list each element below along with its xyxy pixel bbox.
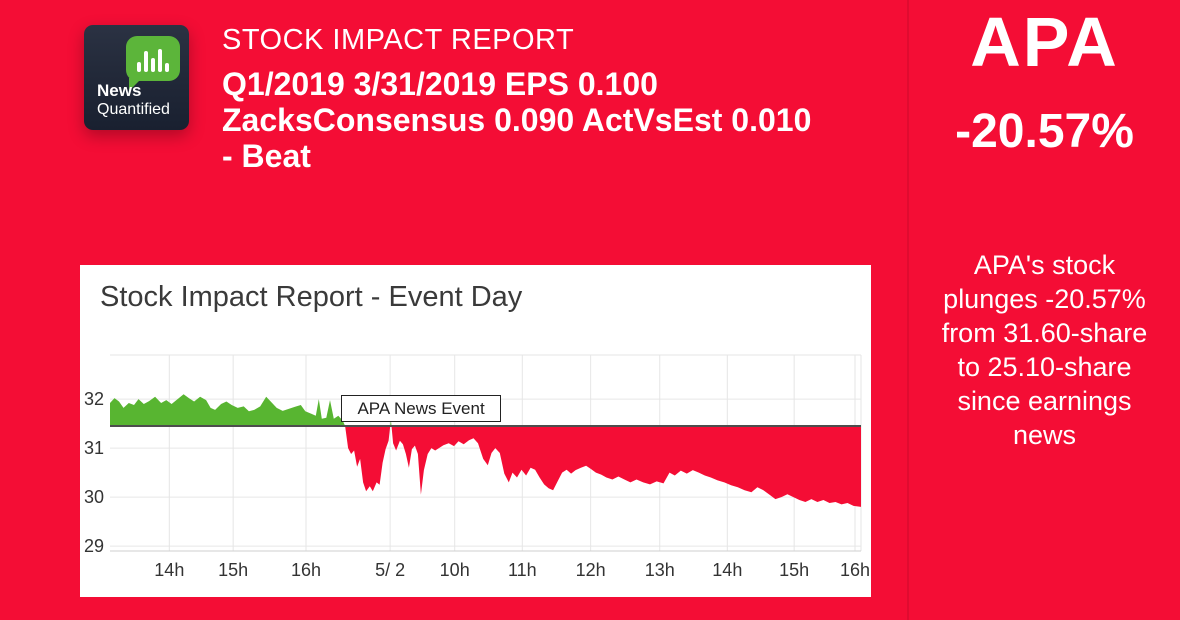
- report-title: STOCK IMPACT REPORT: [222, 24, 575, 56]
- news-event-annotation: APA News Event: [341, 395, 502, 423]
- stock-summary-line: from 31.60-share: [941, 317, 1148, 348]
- earnings-detail-line: Q1/2019 3/31/2019 EPS 0.100: [222, 66, 658, 102]
- change-percent: -20.57%: [955, 104, 1134, 158]
- chart-card: 32 31 30 29 14h 15h 16h 5/ 2 10h 11h 12h 13h 14h 15h 1…: [80, 265, 871, 597]
- logo-bar: [137, 62, 141, 72]
- stock-summary-line: plunges -20.57%: [943, 283, 1146, 314]
- logo-word-quantified: Quantified: [97, 100, 170, 118]
- logo-bar: [144, 51, 148, 72]
- price-area-above-event: [110, 394, 861, 427]
- x-axis-label: 16h: [840, 560, 870, 580]
- chart-canvas: 32 31 30 29 14h 15h 16h 5/ 2 10h 11h 12h 13h 14h 15h 1…: [84, 354, 870, 580]
- x-axis-label: 14h: [154, 560, 184, 580]
- stock-summary-line: to 25.10-share: [957, 351, 1132, 382]
- x-axis-label: 15h: [218, 560, 248, 580]
- news-quantified-logo: News Quantified: [84, 25, 189, 130]
- earnings-detail-line: - Beat: [222, 138, 311, 174]
- report-header: STOCK IMPACT REPORT Q1/2019 3/31/2019 EP…: [222, 24, 811, 174]
- logo-wordmark: News Quantified: [97, 81, 170, 119]
- y-axis-label: 32: [84, 389, 104, 409]
- y-axis-label: 30: [84, 487, 104, 507]
- stock-summary: APA's stock plunges -20.57% from 31.60-s…: [909, 248, 1180, 452]
- x-axis-label: 12h: [576, 560, 606, 580]
- y-axis-label: 31: [84, 438, 104, 458]
- y-axis-label: 29: [84, 536, 104, 556]
- panel-divider: [907, 0, 909, 620]
- stock-summary-line: since earnings: [957, 385, 1132, 416]
- logo-bar: [158, 49, 162, 72]
- logo-word-news: News: [97, 81, 142, 100]
- x-axis-label: 10h: [440, 560, 470, 580]
- earnings-detail-line: ZacksConsensus 0.090 ActVsEst 0.010: [222, 102, 812, 138]
- price-area-below-event: [345, 426, 861, 507]
- x-axis-label: 13h: [645, 560, 675, 580]
- x-axis-label: 15h: [779, 560, 809, 580]
- logo-bar: [151, 58, 155, 72]
- stock-summary-line: APA's stock: [973, 249, 1116, 280]
- x-axis-label: 11h: [508, 560, 537, 580]
- ticker-symbol: APA: [970, 3, 1119, 81]
- stock-summary-line: news: [1012, 419, 1077, 450]
- bar-chart-speech-bubble-icon: [126, 36, 180, 91]
- earnings-details: Q1/2019 3/31/2019 EPS 0.100 ZacksConsens…: [222, 66, 811, 174]
- ticker-panel: APA -20.57% APA's stock plunges -20.57% …: [909, 0, 1180, 620]
- x-axis-label: 14h: [712, 560, 742, 580]
- x-axis-label: 16h: [291, 560, 321, 580]
- logo-bar: [165, 63, 169, 72]
- chart-title: Stock Impact Report - Event Day: [100, 281, 523, 313]
- x-axis-label: 5/ 2: [375, 560, 405, 580]
